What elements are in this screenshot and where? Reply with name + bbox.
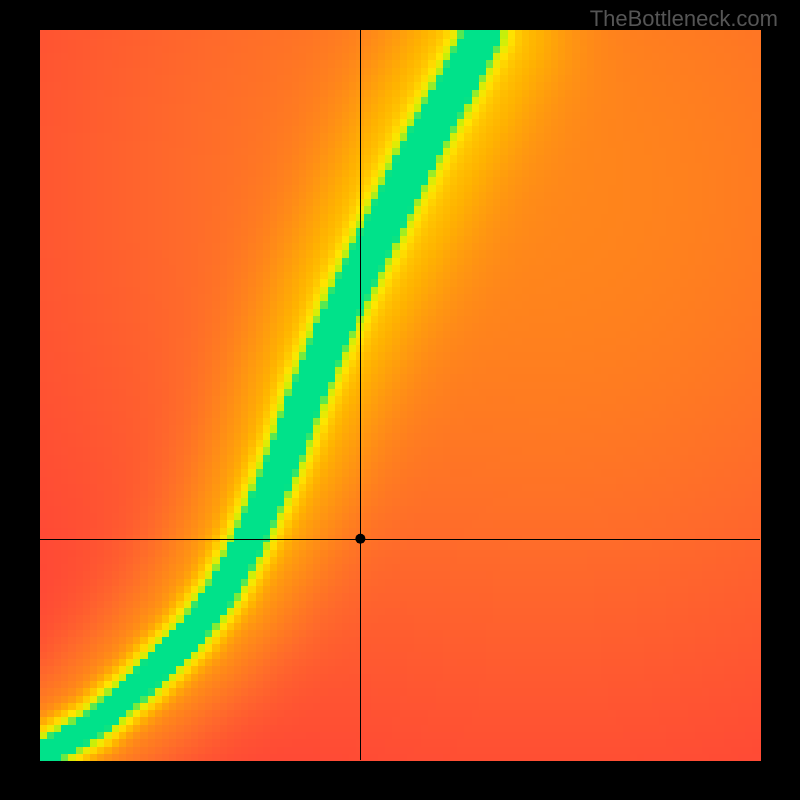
chart-container: { "watermark": { "text": "TheBottleneck.… — [0, 0, 800, 800]
crosshair-overlay — [0, 0, 800, 800]
